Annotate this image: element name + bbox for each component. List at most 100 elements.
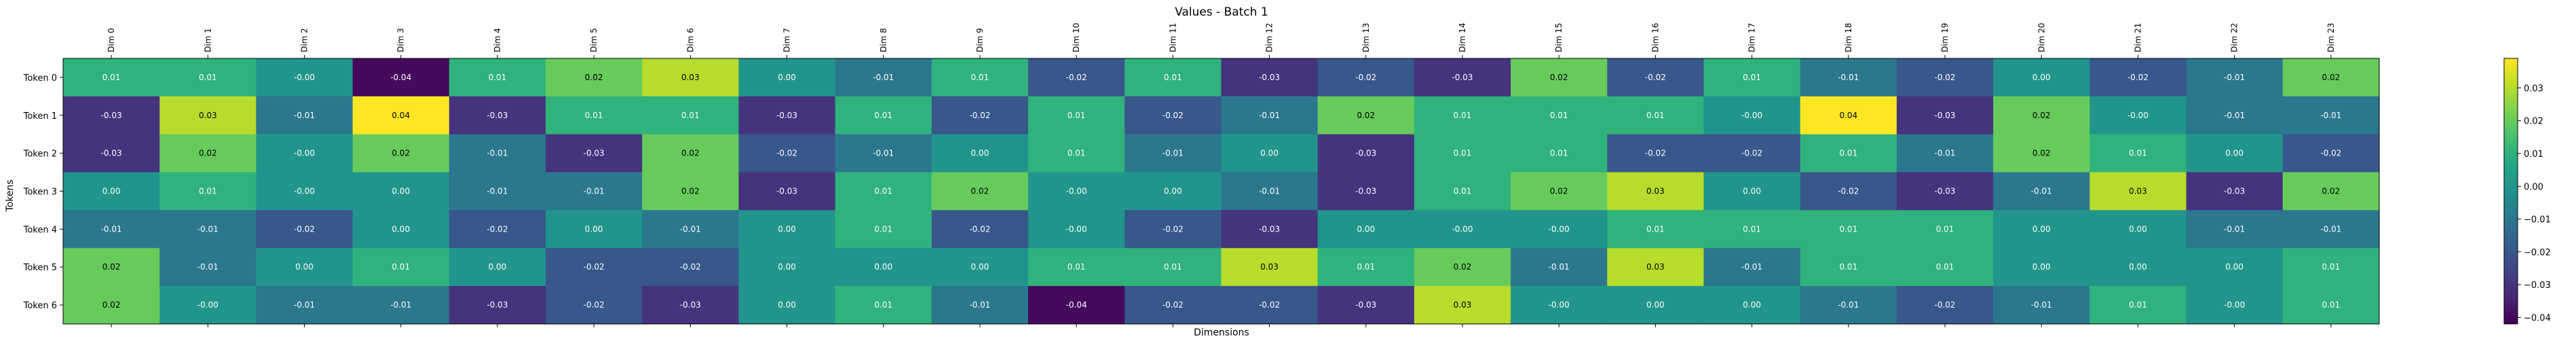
heatmap-cell (1511, 286, 1608, 325)
heatmap-cell (931, 58, 1029, 97)
cell-value-label: 0.00 (874, 262, 892, 272)
heatmap-cell (1124, 286, 1222, 325)
cell-value-label: 0.01 (489, 73, 507, 82)
heatmap-cell (1028, 172, 1125, 211)
cell-value-label: -0.00 (294, 149, 315, 158)
heatmap-cell (1993, 58, 2090, 97)
cell-value-label: -0.00 (1452, 224, 1473, 234)
cell-value-label: -0.03 (2224, 187, 2245, 196)
cell-value-label: -0.01 (1549, 262, 1570, 272)
y-tick-label: Token 5 (23, 263, 57, 273)
heatmap-cell (1896, 96, 1994, 135)
heatmap-cell (1800, 134, 1897, 173)
heatmap-cell (1607, 96, 1705, 135)
x-tick-label: Dim 14 (1458, 23, 1467, 52)
heatmap-cell (2089, 172, 2187, 211)
cell-value-label: 0.00 (971, 149, 989, 158)
cell-value-label: -0.01 (1259, 111, 1280, 120)
cell-value-label: 0.00 (1260, 149, 1278, 158)
heatmap-cell (63, 134, 160, 173)
heatmap-cell (1028, 210, 1125, 249)
heatmap-cell (1607, 248, 1705, 287)
cell-value-label: -0.01 (487, 149, 508, 158)
cell-value-label: 0.00 (2225, 149, 2243, 158)
heatmap-cell (352, 58, 450, 97)
heatmap-cell (1221, 286, 1319, 325)
heatmap-cell (256, 172, 354, 211)
cell-value-label: -0.02 (2320, 149, 2341, 158)
x-tick-label: Dim 20 (2037, 23, 2046, 52)
heatmap-cell (642, 172, 740, 211)
heatmap-cell (1800, 58, 1897, 97)
y-tick-label: Token 2 (23, 149, 57, 160)
heatmap-cell (1993, 210, 2090, 249)
x-tick-label: Dim 11 (1168, 23, 1177, 52)
heatmap-cell (2089, 286, 2187, 325)
heatmap-cell (738, 248, 836, 287)
cell-value-label: -0.00 (1066, 187, 1087, 196)
heatmap-cell (256, 210, 354, 249)
cell-value-label: -0.02 (1741, 149, 1762, 158)
cell-value-label: 0.01 (1743, 73, 1761, 82)
cell-value-label: 0.01 (1550, 149, 1568, 158)
cell-value-label: -0.03 (1935, 187, 1956, 196)
heatmap-cell (835, 134, 932, 173)
heatmap-cell (1800, 172, 1897, 211)
heatmap-cell (642, 210, 740, 249)
cell-value-label: 0.02 (1550, 73, 1568, 82)
cell-value-label: 0.01 (971, 73, 989, 82)
cell-value-label: 0.01 (1839, 224, 1857, 234)
cell-value-label: 0.01 (1646, 224, 1665, 234)
cell-value-label: -0.03 (487, 111, 508, 120)
heatmap-cell (352, 172, 450, 211)
heatmap-cell (256, 286, 354, 325)
cell-value-label: -0.01 (873, 73, 894, 82)
heatmap-cell (1317, 134, 1415, 173)
heatmap-cell (1993, 172, 2090, 211)
cell-value-label: -0.02 (1645, 149, 1666, 158)
heatmap-cell (1414, 172, 1511, 211)
cell-value-label: -0.03 (1355, 149, 1376, 158)
heatmap-cell (835, 210, 932, 249)
heatmap-cell (1124, 248, 1222, 287)
heatmap-cell (931, 172, 1029, 211)
heatmap-cell (1703, 248, 1801, 287)
x-tick-label: Dim 6 (685, 28, 695, 52)
cell-value-label: 0.00 (2032, 224, 2051, 234)
heatmap-cell (1896, 172, 1994, 211)
heatmap-cell (546, 58, 643, 97)
cell-value-label: -0.04 (390, 73, 411, 82)
x-tick-label: Dim 15 (1554, 23, 1564, 52)
heatmap-cell (1993, 286, 2090, 325)
heatmap-cell (1511, 134, 1608, 173)
heatmap-cell (1800, 210, 1897, 249)
cell-value-label: -0.02 (1162, 300, 1183, 310)
cell-value-label: -0.01 (2224, 224, 2245, 234)
heatmap-cell (449, 286, 546, 325)
cell-value-label: -0.01 (1838, 300, 1859, 310)
heatmap-cell (256, 58, 354, 97)
heatmap-cell (2089, 134, 2187, 173)
cell-value-label: 0.01 (102, 73, 121, 82)
cell-value-label: 0.01 (874, 300, 892, 310)
heatmap-cell (63, 172, 160, 211)
y-tick-label: Token 4 (23, 225, 57, 235)
heatmap-cell (835, 58, 932, 97)
cell-value-label: -0.01 (294, 300, 315, 310)
cell-value-label: 0.00 (778, 300, 796, 310)
heatmap-cell (159, 134, 257, 173)
cell-value-label: 0.01 (2129, 149, 2147, 158)
heatmap-cell (1414, 96, 1511, 135)
heatmap-cell (63, 286, 160, 325)
heatmap-cell (1511, 248, 1608, 287)
cell-value-label: 0.01 (1454, 149, 1472, 158)
heatmap-cell (738, 96, 836, 135)
heatmap-cell (1993, 248, 2090, 287)
x-tick-label: Dim 8 (879, 28, 888, 52)
heatmap-cell (352, 134, 450, 173)
cell-value-label: 0.01 (392, 262, 410, 272)
y-tick-label: Token 1 (23, 111, 57, 122)
cell-value-label: -0.03 (1259, 224, 1280, 234)
heatmap-cell (159, 58, 257, 97)
